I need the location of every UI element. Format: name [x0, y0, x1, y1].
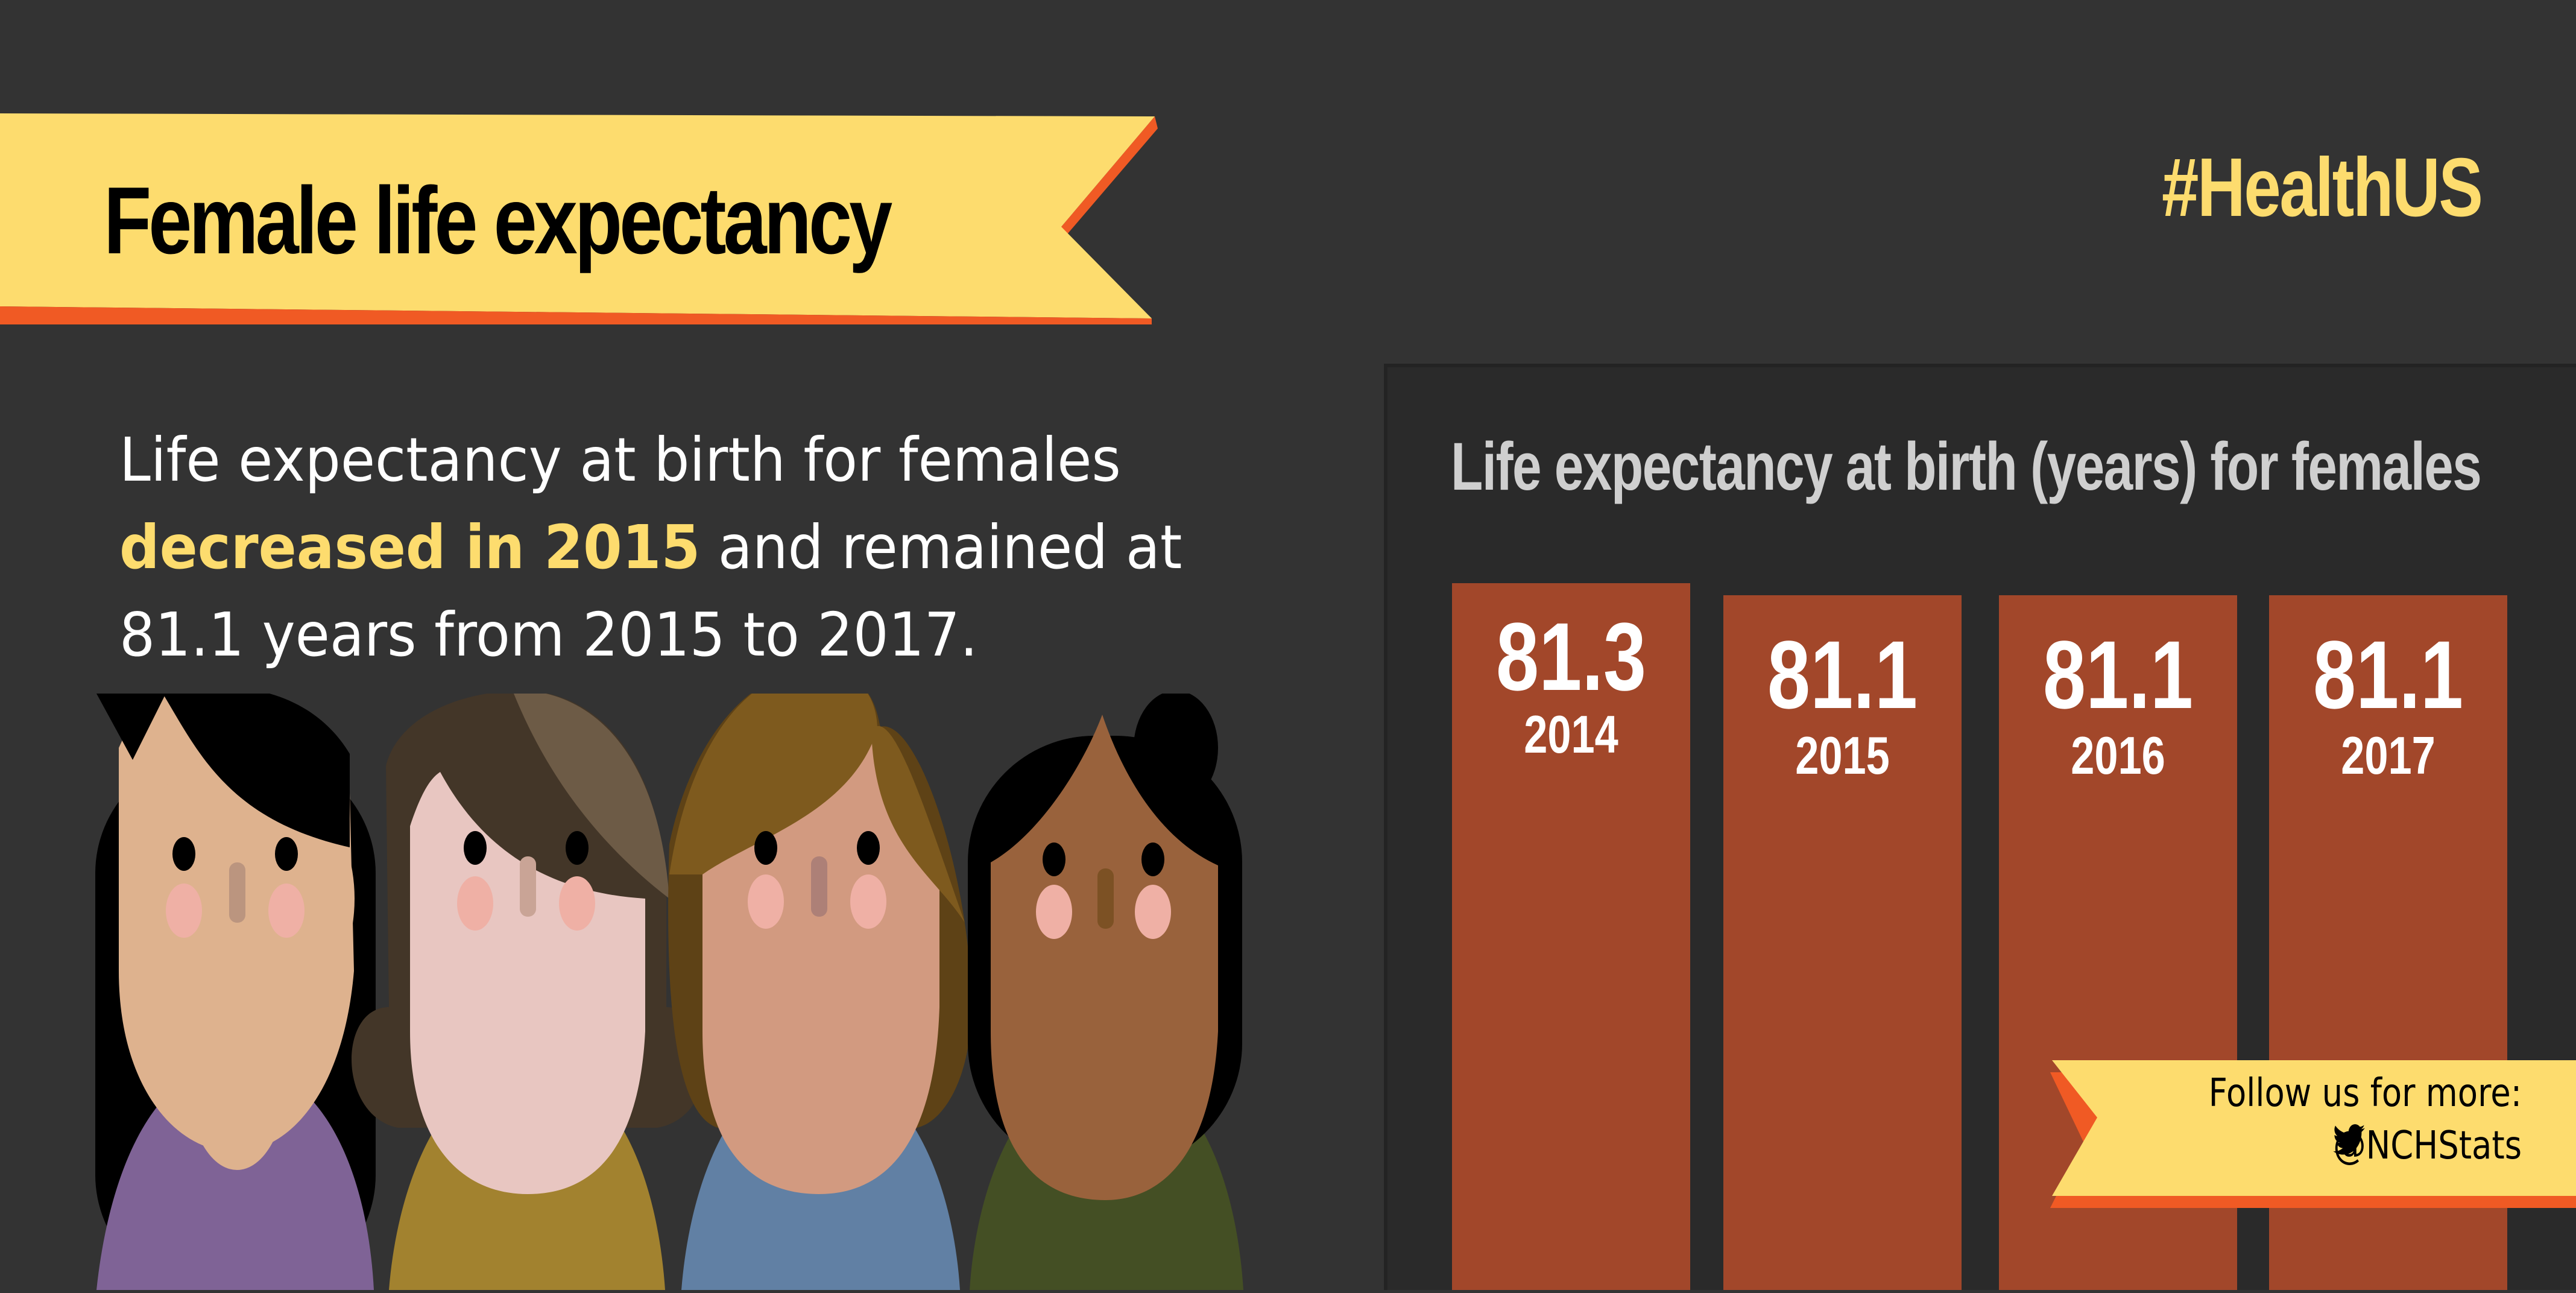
bar-2015: 81.1 2015: [1723, 595, 1962, 1290]
woman-4-figure: [968, 691, 1243, 1290]
follow-banner: Follow us for more: @NCHStats: [2050, 1042, 2576, 1208]
follow-ribbon-shape: [2050, 1060, 2576, 1208]
twitter-handle[interactable]: @NCHStats: [2333, 1124, 2522, 1168]
page-title: Female life expectancy: [104, 168, 892, 274]
bar-2014: 81.3 2014: [1452, 583, 1690, 1290]
summary-text: Life expectancy at birth for females dec…: [119, 416, 1185, 678]
bar-value: 81.1: [2042, 621, 2194, 729]
woman-3-figure: [668, 669, 972, 1290]
summary-line-2-rest: and remained at: [700, 512, 1182, 583]
women-illustration: [60, 639, 1327, 1293]
summary-highlight: decreased in 2015: [119, 512, 701, 583]
bar-year-label: 2016: [2071, 726, 2165, 785]
woman-2-figure: [352, 690, 706, 1290]
woman-1-figure: [95, 639, 376, 1293]
summary-line-1: Life expectancy at birth for females: [119, 425, 1121, 495]
title-banner: Female life expectancy: [0, 113, 1158, 324]
ribbon-shape: [0, 113, 1158, 324]
twitter-bird-icon: [2333, 1124, 2365, 1155]
summary-line-2: decreased in 2015 and remained at: [119, 504, 1185, 591]
summary-line-3: 81.1 years from 2015 to 2017.: [119, 599, 978, 670]
chart-title: Life expectancy at birth (years) for fem…: [1451, 429, 2482, 504]
bar-year-label: 2014: [1524, 704, 1618, 764]
bar-year-label: 2017: [2341, 726, 2436, 785]
twitter-handle-link[interactable]: @NCHStats: [2333, 1124, 2522, 1168]
bar-value: 81.1: [2312, 621, 2464, 729]
hashtag: #HealthUS: [2162, 141, 2483, 234]
bar-value: 81.3: [1495, 602, 1647, 710]
bar-value: 81.1: [1767, 621, 1918, 729]
follow-text: Follow us for more:: [2208, 1071, 2522, 1116]
bar-year-label: 2015: [1795, 726, 1890, 785]
